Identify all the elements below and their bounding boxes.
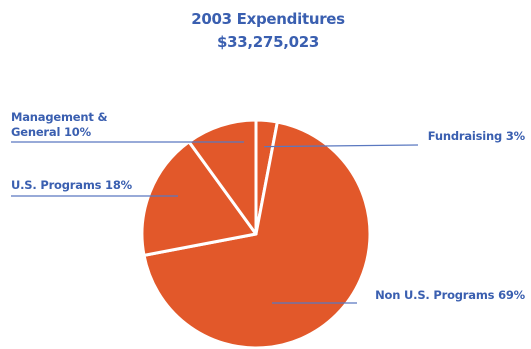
- leader-fundraising: [264, 144, 419, 148]
- label-us-programs: U.S. Programs 18%: [11, 178, 133, 192]
- leader-lines: [11, 141, 419, 304]
- pie-slices: [140, 118, 372, 349]
- label-management-general: Management & General 10%: [11, 110, 111, 139]
- slice-us-programs: [140, 140, 258, 257]
- chart-title: 2003 Expenditures: [191, 10, 345, 28]
- slice-management-general: [187, 118, 258, 236]
- chart-subtitle: $33,275,023: [217, 33, 319, 51]
- label-fundraising: Fundraising 3%: [428, 129, 526, 143]
- label-non-us-programs: Non U.S. Programs 69%: [375, 288, 526, 302]
